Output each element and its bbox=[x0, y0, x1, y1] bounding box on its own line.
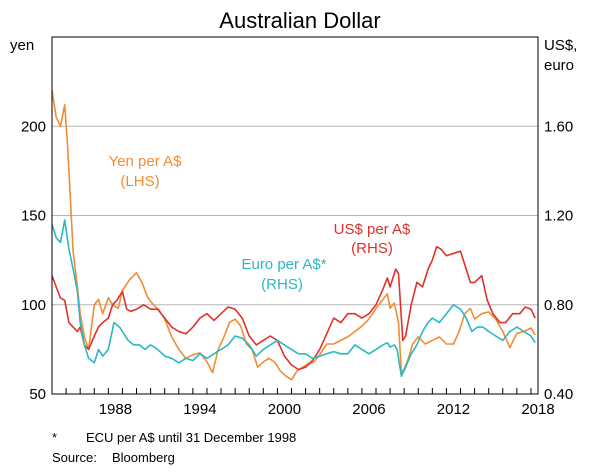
series-lines bbox=[51, 90, 536, 381]
x-tick-label-2000: 2000 bbox=[268, 401, 301, 418]
line-chart: Australian Dollar yen US$, euro 50 100 150… bbox=[10, 8, 577, 418]
chart-title: Australian Dollar bbox=[219, 8, 380, 33]
left-tick-label-150: 150 bbox=[21, 208, 46, 225]
footnote-text: ECU per A$ until 31 December 1998 bbox=[86, 430, 297, 445]
right-tick-label-0.40: 0.40 bbox=[544, 386, 573, 403]
footnote-row: * ECU per A$ until 31 December 1998 bbox=[52, 430, 592, 448]
yen-series-label: Yen per A$ bbox=[109, 153, 183, 170]
euro-series-label: Euro per A$* bbox=[241, 256, 326, 273]
x-tick-label-1988: 1988 bbox=[99, 401, 132, 418]
source-row: Source: Bloomberg bbox=[52, 450, 592, 468]
yen-series-axis-note: (LHS) bbox=[120, 173, 159, 190]
left-tick-label-100: 100 bbox=[21, 297, 46, 314]
series-line-2 bbox=[51, 219, 536, 378]
right-tick-label-1.60: 1.60 bbox=[544, 118, 573, 135]
right-tick-label-0.80: 0.80 bbox=[544, 297, 573, 314]
series-line-1 bbox=[51, 245, 536, 371]
euro-series-axis-note: (RHS) bbox=[261, 276, 303, 293]
x-tick-label-1994: 1994 bbox=[183, 401, 216, 418]
usd-series-axis-note: (RHS) bbox=[351, 240, 393, 257]
x-tick-label-2012: 2012 bbox=[437, 401, 470, 418]
left-tick-label-50: 50 bbox=[29, 386, 46, 403]
plot-frame bbox=[51, 36, 539, 395]
source-label: Source: bbox=[52, 450, 97, 465]
left-axis-unit-label: yen bbox=[10, 37, 34, 54]
right-tick-label-1.20: 1.20 bbox=[544, 208, 573, 225]
footnote-mark: * bbox=[52, 430, 58, 445]
x-tick-label-2006: 2006 bbox=[352, 401, 385, 418]
left-tick-label-200: 200 bbox=[21, 118, 46, 135]
source-text: Bloomberg bbox=[112, 450, 175, 465]
gridlines bbox=[52, 125, 538, 306]
right-axis-unit-label-line2: euro bbox=[544, 57, 574, 74]
right-axis-unit-label-line1: US$, bbox=[544, 37, 577, 54]
axis-ticks: 50 100 150 200 0.40 0.80 1.20 1.60 1988 1994 2000 2… bbox=[21, 118, 573, 418]
x-tick-label-2018: 2018 bbox=[521, 401, 554, 418]
usd-series-label: US$ per A$ bbox=[334, 221, 411, 238]
series-line-0 bbox=[51, 90, 536, 381]
